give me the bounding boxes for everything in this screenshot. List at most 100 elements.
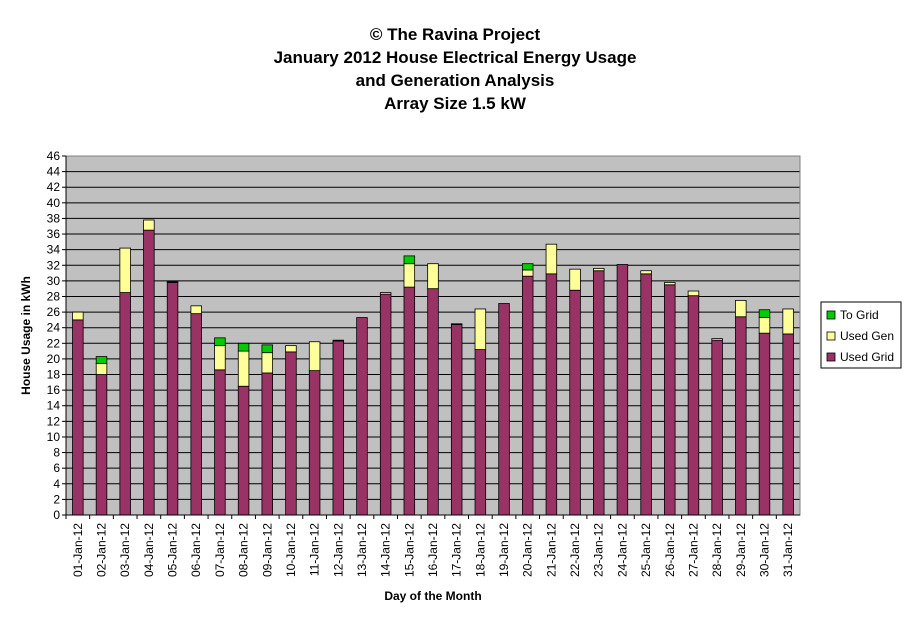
bar-segment-used-gen: [545, 243, 558, 275]
bar-segment-used-gen: [450, 323, 463, 325]
bar-segment-used-gen: [285, 345, 297, 353]
x-tick-label: 01-Jan-12: [71, 523, 85, 577]
bar-segment-used-grid: [285, 351, 297, 516]
x-tick-label: 03-Jan-12: [118, 523, 132, 577]
bar-segment-used-gen: [308, 341, 321, 372]
y-tick-label: 36: [47, 227, 61, 241]
y-tick-label: 18: [47, 368, 61, 382]
y-tick-label: 28: [47, 289, 61, 303]
y-tick-label: 24: [47, 321, 61, 335]
chart-title-line: and Generation Analysis: [356, 71, 555, 90]
bar-segment-used-grid: [616, 264, 629, 516]
x-tick-label: 02-Jan-12: [95, 523, 109, 577]
x-tick-label: 05-Jan-12: [166, 523, 180, 577]
bar-segment-used-gen: [379, 292, 392, 295]
bar-segment-used-gen: [593, 267, 605, 272]
x-tick-label: 13-Jan-12: [355, 523, 369, 577]
x-tick-label: 04-Jan-12: [142, 523, 156, 577]
chart-title-line: © The Ravina Project: [370, 25, 541, 44]
x-tick-label: 10-Jan-12: [284, 523, 298, 577]
y-tick-label: 0: [53, 508, 60, 522]
x-tick-label: 26-Jan-12: [663, 523, 677, 577]
bar-segment-used-gen: [521, 269, 534, 277]
bar-segment-used-gen: [143, 219, 155, 231]
bar-segment-used-gen: [687, 290, 700, 297]
y-tick-label: 26: [47, 305, 61, 319]
bar-segment-used-grid: [498, 303, 510, 516]
bar-segment-used-grid: [450, 324, 463, 516]
bar-segment-used-grid: [521, 275, 534, 516]
x-tick-label: 24-Jan-12: [615, 523, 629, 577]
bar-segment-to-grid: [758, 309, 771, 318]
bar-segment-used-grid: [687, 295, 700, 516]
x-tick-label: 31-Jan-12: [781, 523, 795, 577]
bar-segment-to-grid: [95, 356, 108, 364]
bar-segment-used-grid: [308, 370, 321, 516]
x-tick-label: 14-Jan-12: [379, 523, 393, 577]
legend-label: Used Gen: [840, 329, 894, 343]
y-tick-label: 40: [47, 196, 61, 210]
x-tick-label: 16-Jan-12: [426, 523, 440, 577]
bar-segment-used-grid: [474, 349, 487, 516]
y-tick-label: 8: [53, 446, 60, 460]
bar-segment-used-grid: [427, 288, 439, 516]
legend-label: To Grid: [840, 308, 879, 322]
bar-segment-used-grid: [545, 273, 558, 516]
y-tick-label: 12: [47, 414, 61, 428]
bar-segment-used-grid: [356, 317, 368, 516]
bar-segment-used-gen: [735, 299, 747, 318]
bar-segment-used-grid: [569, 289, 581, 516]
y-tick-label: 30: [47, 274, 61, 288]
y-tick-label: 2: [53, 492, 60, 506]
bar-segment-to-grid: [214, 337, 226, 347]
bar-segment-used-gen: [403, 263, 416, 288]
y-tick-label: 6: [53, 461, 60, 475]
x-tick-label: 18-Jan-12: [473, 523, 487, 577]
y-tick-label: 34: [47, 243, 61, 257]
bar-segment-used-gen: [119, 247, 131, 293]
bar-segment-used-grid: [261, 372, 273, 516]
x-tick-label: 15-Jan-12: [402, 523, 416, 577]
bar-segment-used-gen: [237, 350, 250, 387]
bar-segment-to-grid: [237, 342, 250, 352]
y-tick-label: 20: [47, 352, 61, 366]
bar-segment-to-grid: [261, 344, 273, 354]
x-tick-label: 19-Jan-12: [497, 523, 511, 577]
bar-segment-to-grid: [403, 255, 416, 265]
bar-segment-used-grid: [711, 339, 723, 516]
bar-segment-used-gen: [711, 338, 723, 341]
bar-segment-used-gen: [72, 311, 84, 321]
legend-swatch: [826, 310, 836, 320]
chart-title-line: January 2012 House Electrical Energy Usa…: [274, 48, 637, 67]
y-tick-label: 42: [47, 180, 61, 194]
y-tick-label: 38: [47, 211, 61, 225]
legend-swatch: [826, 352, 836, 362]
x-tick-label: 21-Jan-12: [544, 523, 558, 577]
y-tick-label: 4: [53, 477, 60, 491]
y-tick-labels: 0246810121416182022242628303234363840424…: [47, 149, 66, 522]
bar-segment-used-gen: [427, 263, 439, 290]
x-tick-label: 08-Jan-12: [237, 523, 251, 577]
bar-segment-used-gen: [569, 268, 581, 291]
x-tick-label: 29-Jan-12: [734, 523, 748, 577]
bar-segment-used-gen: [95, 363, 108, 375]
y-tick-label: 16: [47, 383, 61, 397]
bar-segment-used-gen: [261, 352, 273, 374]
x-tick-label: 17-Jan-12: [450, 523, 464, 577]
x-tick-label: 09-Jan-12: [260, 523, 274, 577]
bar-segment-used-grid: [403, 286, 416, 516]
bar-segment-to-grid: [521, 263, 534, 271]
x-tick-label: 25-Jan-12: [639, 523, 653, 577]
bar-segment-used-grid: [593, 270, 605, 516]
x-tick-label: 11-Jan-12: [308, 523, 322, 576]
bar-segment-used-grid: [119, 292, 131, 516]
legend-swatch: [826, 331, 836, 341]
bar-segment-used-grid: [95, 374, 108, 516]
bar-segment-used-gen: [664, 282, 676, 286]
chart-title-line: Array Size 1.5 kW: [384, 94, 527, 113]
bar-segment-used-grid: [143, 229, 155, 516]
bar-segment-used-grid: [166, 282, 179, 516]
bar-segment-used-grid: [332, 340, 345, 516]
bar-segment-used-grid: [237, 385, 250, 516]
